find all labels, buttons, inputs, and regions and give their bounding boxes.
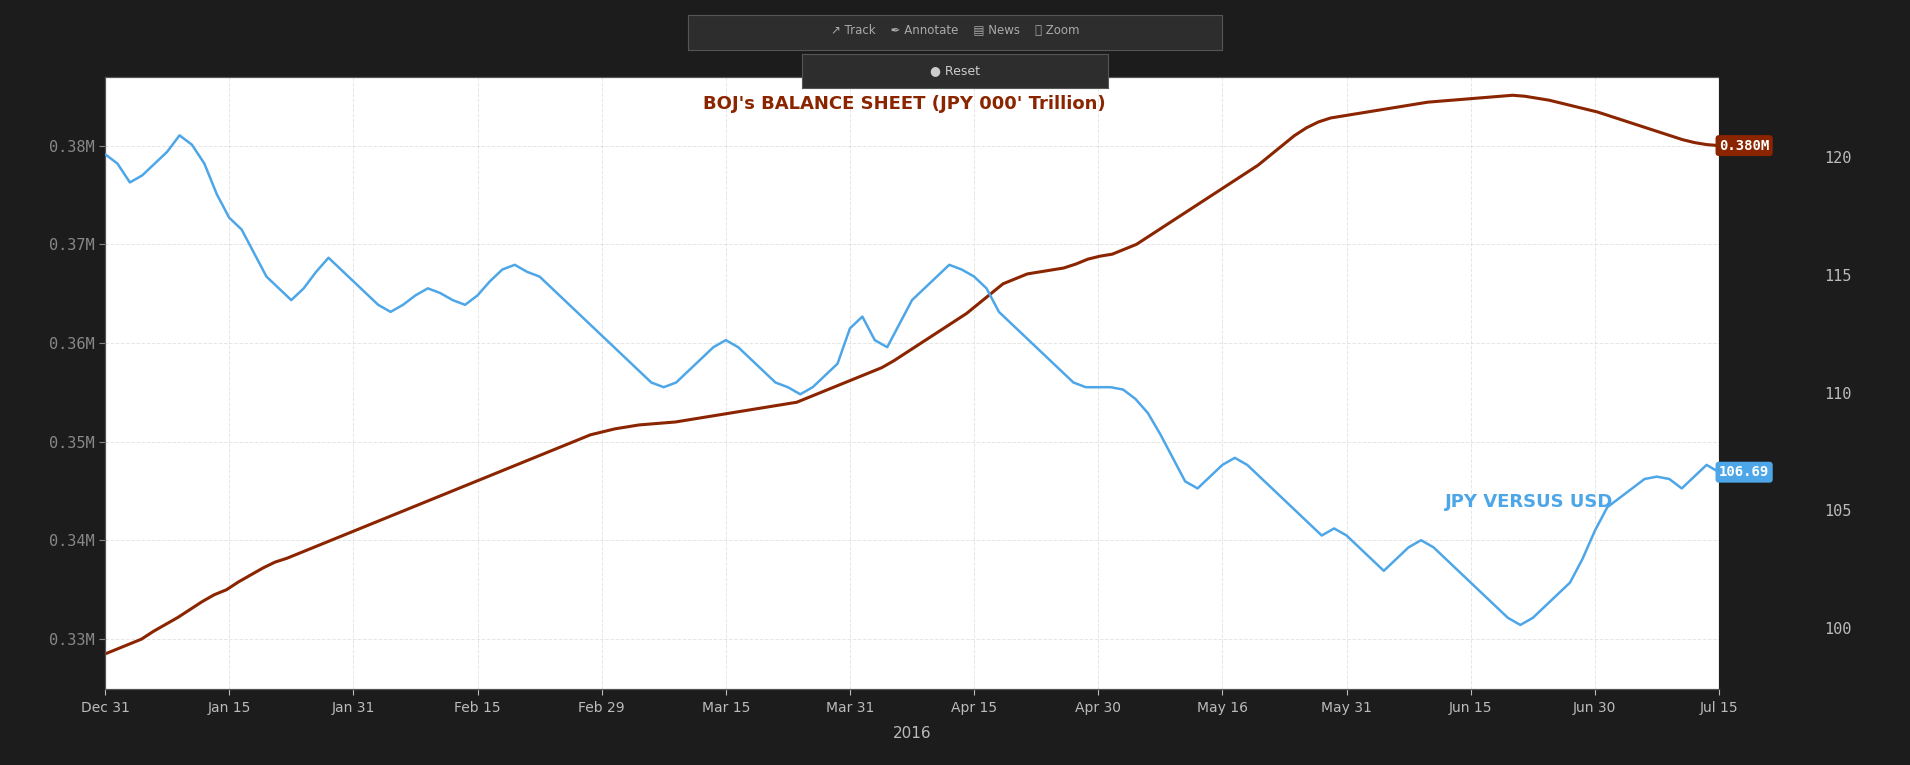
Text: ● Reset: ● Reset [930, 64, 980, 77]
Text: 110: 110 [1824, 387, 1851, 402]
Text: 115: 115 [1824, 269, 1851, 284]
Text: JPY VERSUS USD: JPY VERSUS USD [1444, 493, 1614, 511]
Text: ↗ Track    ✒ Annotate    ▤ News    🔍 Zoom: ↗ Track ✒ Annotate ▤ News 🔍 Zoom [831, 24, 1079, 37]
Text: 0.380M: 0.380M [1719, 138, 1769, 152]
Text: 2016: 2016 [892, 725, 932, 741]
Text: 106.69: 106.69 [1719, 465, 1769, 479]
Text: 120: 120 [1824, 151, 1851, 166]
Text: 100: 100 [1824, 622, 1851, 637]
Text: BOJ's BALANCE SHEET (JPY 000' Trillion): BOJ's BALANCE SHEET (JPY 000' Trillion) [703, 95, 1106, 113]
Text: 105: 105 [1824, 504, 1851, 519]
